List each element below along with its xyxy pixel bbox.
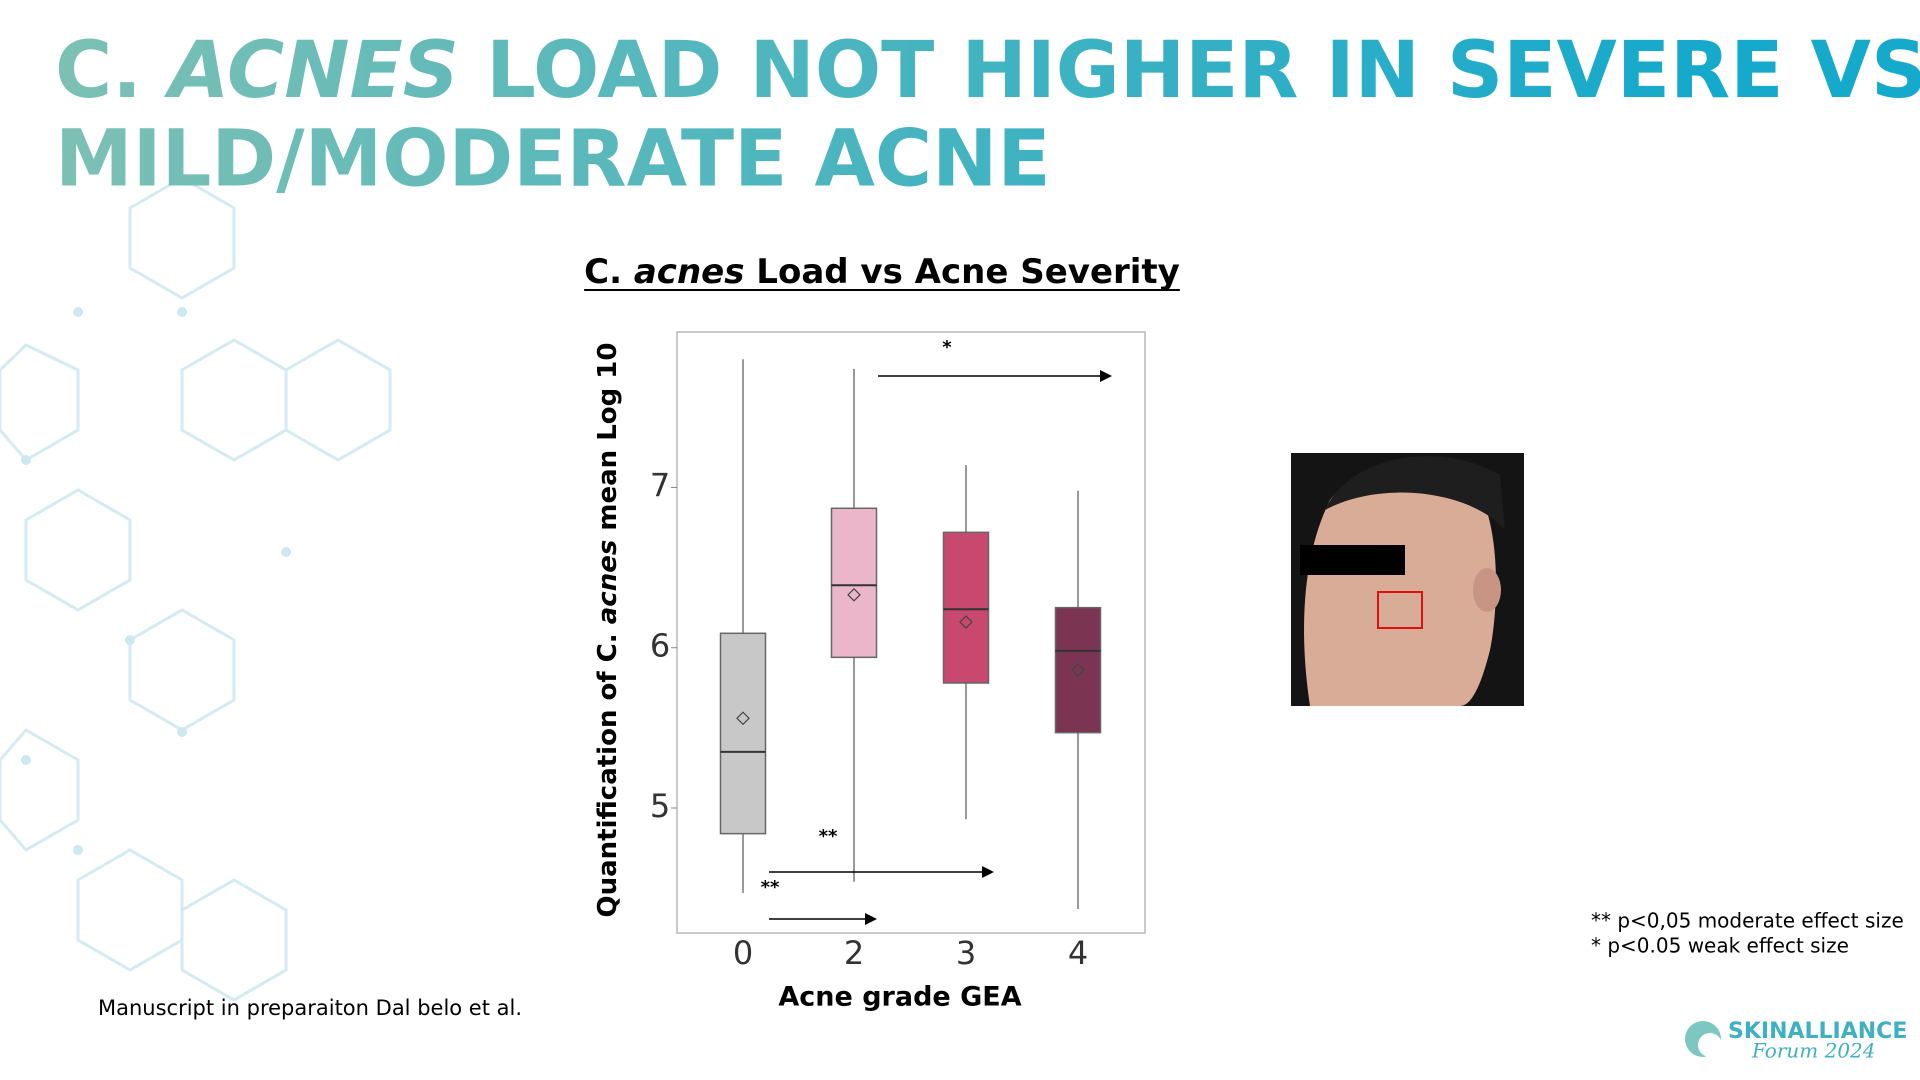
footnote: * p<0.05 weak effect size: [1591, 934, 1849, 958]
chart-title-part: C.: [584, 252, 634, 292]
y-tick-label: 6: [650, 627, 670, 665]
chart-title: C. acnes Load vs Acne Severity: [584, 252, 1180, 292]
footnote: ** p<0,05 moderate effect size: [1591, 909, 1904, 933]
slide-title-line-1: C. ACNES LOAD NOT HIGHER IN SEVERE VS: [55, 26, 1920, 116]
logo-subtext: Forum 2024: [1751, 1039, 1876, 1063]
y-tick-label: 7: [650, 466, 670, 504]
mean-marker: [847, 587, 861, 602]
x-tick-label: 2: [844, 934, 864, 972]
photo: [1291, 453, 1524, 706]
background-hexagons: [0, 176, 392, 1002]
title-part: LOAD NOT HIGHER IN SEVERE VS: [459, 26, 1920, 116]
mean-marker: [1071, 663, 1085, 678]
chart-title-part: acnes: [634, 252, 745, 292]
reference: Manuscript in preparaiton Dal belo et al…: [98, 996, 522, 1020]
x-tick-label: 3: [956, 934, 976, 972]
y-label-part: mean Log 10: [593, 343, 623, 540]
logo-text: SKINALLIANCE: [1728, 1019, 1907, 1044]
chart-title-part: Load vs Acne Severity: [744, 252, 1179, 292]
title-part: C.: [55, 26, 169, 116]
significance-label: **: [819, 826, 838, 847]
box: [719, 632, 767, 835]
arrow-head: [865, 913, 877, 925]
box: [830, 507, 878, 659]
mean-marker: [959, 615, 973, 629]
slide-title-line-2: MILD/MODERATE ACNE: [55, 114, 1051, 204]
x-tick-label: 4: [1068, 934, 1088, 972]
arrow-head: [982, 866, 994, 878]
x-axis-label: Acne grade GEA: [778, 982, 1021, 1013]
title-part: ACNES: [163, 26, 459, 116]
significance-label: *: [942, 337, 952, 358]
y-tick-label: 5: [650, 787, 670, 825]
box: [1054, 606, 1102, 734]
y-axis-label: Quantification of C. acnes mean Log 10: [593, 343, 623, 918]
arrow-head: [1100, 370, 1112, 382]
significance-label: **: [761, 877, 780, 898]
box: [942, 531, 990, 684]
x-tick-label: 0: [733, 934, 753, 972]
logo: SKINALLIANCE Forum 2024: [1685, 1019, 1907, 1063]
mean-marker: [736, 711, 750, 726]
y-label-part: acnes: [593, 540, 623, 625]
y-label-part: Quantification of C.: [593, 624, 623, 917]
